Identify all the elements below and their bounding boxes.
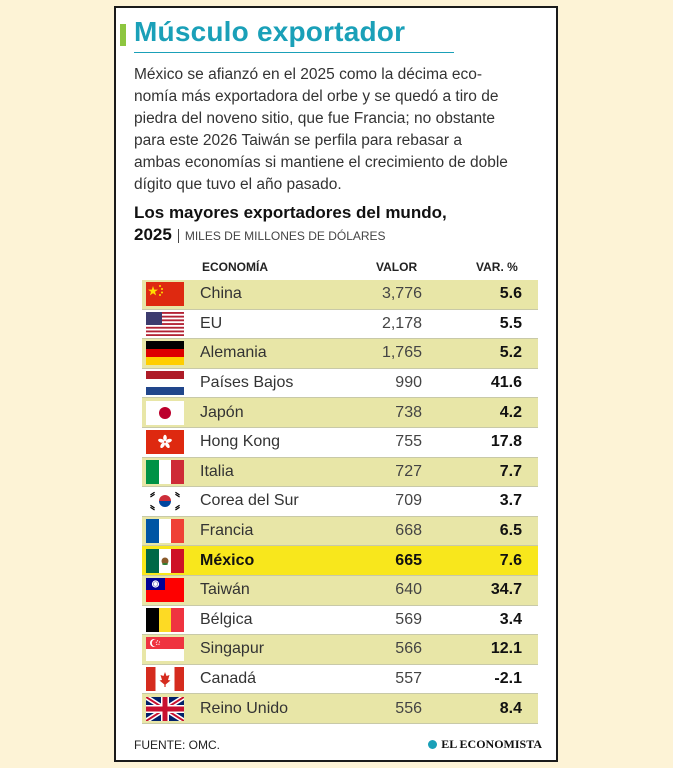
economy-name: China <box>200 285 242 303</box>
variation-percent: 41.6 <box>490 374 522 392</box>
table-row: Alemania 1,765 5.2 <box>142 339 538 369</box>
intro-line: ambas economías si mantiene el crecimien… <box>134 154 508 171</box>
export-value: 668 <box>395 522 422 540</box>
hongkong-flag-icon <box>146 430 184 455</box>
table-row: Hong Kong 755 17.8 <box>142 428 538 458</box>
brand-name: EL ECONOMISTA <box>441 737 542 751</box>
export-value: 1,765 <box>381 344 422 362</box>
export-value: 640 <box>395 581 422 599</box>
table-row: Singapur 566 12.1 <box>142 635 538 665</box>
export-value: 566 <box>395 640 422 658</box>
variation-percent: 6.5 <box>499 522 522 540</box>
economy-name: México <box>200 551 255 569</box>
japan-flag-icon <box>146 400 184 425</box>
export-value: 990 <box>395 374 422 392</box>
table-row-highlighted: México 665 7.6 <box>142 546 538 576</box>
export-value: 556 <box>395 699 422 717</box>
france-flag-icon <box>146 519 184 544</box>
table-title-line: Los mayores exportadores del mundo, <box>134 203 447 222</box>
brand-mark-icon <box>428 740 438 749</box>
table-row: Canadá 557 -2.1 <box>142 665 538 695</box>
intro-line: dígito que tuvo el año pasado. <box>134 176 342 193</box>
table-row: Reino Unido 556 8.4 <box>142 694 538 724</box>
brand-logo: EL ECONOMISTA <box>428 737 542 752</box>
column-header-variation: VAR. % <box>476 260 518 274</box>
economy-name: Singapur <box>200 640 265 658</box>
source-note: FUENTE: OMC. <box>134 738 220 752</box>
exporters-table: China 3,776 5.6 EU 2,178 5.5 Alemania 1,765 5.2 P… <box>142 280 538 724</box>
table-row: Francia 668 6.5 <box>142 516 538 547</box>
canada-flag-icon <box>146 667 184 692</box>
economy-name: Países Bajos <box>200 374 294 392</box>
variation-percent: -2.1 <box>494 670 522 688</box>
variation-percent: 5.5 <box>499 314 522 332</box>
table-title-line: 2025 MILES DE MILLONES DE DÓLARES <box>134 224 447 247</box>
table-row: Bélgica 569 3.4 <box>142 606 538 636</box>
title-divider <box>134 52 454 53</box>
usa-flag-icon <box>146 311 184 336</box>
germany-flag-icon <box>146 341 184 366</box>
variation-percent: 3.4 <box>499 610 522 628</box>
uk-flag-icon <box>146 696 184 721</box>
economy-name: Alemania <box>200 344 267 362</box>
variation-percent: 34.7 <box>490 581 522 599</box>
intro-line: piedra del noveno sitio, que fue Francia… <box>134 110 496 127</box>
export-value: 755 <box>395 433 422 451</box>
table-row: Países Bajos 990 41.6 <box>142 369 538 399</box>
singapore-flag-icon <box>146 637 184 662</box>
export-value: 557 <box>395 670 422 688</box>
netherlands-flag-icon <box>146 371 184 396</box>
table-row: EU 2,178 5.5 <box>142 310 538 340</box>
table-row: Taiwán 640 34.7 <box>142 575 538 606</box>
export-value: 738 <box>395 403 422 421</box>
table-row: Italia 727 7.7 <box>142 457 538 488</box>
export-value: 2,178 <box>381 314 422 332</box>
table-year: 2025 <box>134 225 172 244</box>
variation-percent: 7.7 <box>499 462 522 480</box>
column-header-value: VALOR <box>376 260 418 274</box>
taiwan-flag-icon <box>146 578 184 603</box>
economy-name: Hong Kong <box>200 433 281 451</box>
intro-line: para este 2026 Taiwán se perfila para re… <box>134 132 463 149</box>
economy-name: Taiwán <box>200 581 250 599</box>
mexico-flag-icon <box>146 548 184 573</box>
export-value: 3,776 <box>381 285 422 303</box>
intro-line: nomía más exportadora del orbe y se qued… <box>134 88 499 105</box>
variation-percent: 4.2 <box>499 403 522 421</box>
variation-percent: 8.4 <box>499 699 522 717</box>
southkorea-flag-icon <box>146 489 184 514</box>
table-title: Los mayores exportadores del mundo, 2025… <box>134 202 447 247</box>
variation-percent: 5.2 <box>499 344 522 362</box>
export-value: 665 <box>395 551 422 569</box>
infographic-card: Músculo exportador México se afianzó en … <box>114 6 558 762</box>
economy-name: Francia <box>200 522 254 540</box>
variation-percent: 17.8 <box>490 433 522 451</box>
variation-percent: 7.6 <box>499 551 522 569</box>
table-row: Japón 738 4.2 <box>142 398 538 428</box>
economy-name: Italia <box>200 462 234 480</box>
table-row: Corea del Sur 709 3.7 <box>142 487 538 517</box>
column-header-economy: ECONOMÍA <box>202 260 268 274</box>
economy-name: Japón <box>200 403 244 421</box>
intro-line: México se afianzó en el 2025 como la déc… <box>134 66 483 83</box>
export-value: 709 <box>395 492 422 510</box>
belgium-flag-icon <box>146 607 184 632</box>
economy-name: Reino Unido <box>200 699 289 717</box>
variation-percent: 5.6 <box>499 285 522 303</box>
variation-percent: 12.1 <box>490 640 522 658</box>
china-flag-icon <box>146 282 184 307</box>
infographic-title: Músculo exportador <box>134 16 406 47</box>
economy-name: Bélgica <box>200 610 253 628</box>
economy-name: Canadá <box>200 670 257 688</box>
variation-percent: 3.7 <box>499 492 522 510</box>
title-accent-bar <box>120 24 126 46</box>
intro-paragraph: México se afianzó en el 2025 como la déc… <box>134 64 534 196</box>
table-units: MILES DE MILLONES DE DÓLARES <box>177 229 386 243</box>
export-value: 569 <box>395 610 422 628</box>
table-row: China 3,776 5.6 <box>142 280 538 310</box>
export-value: 727 <box>395 462 422 480</box>
italy-flag-icon <box>146 459 184 484</box>
economy-name: EU <box>200 314 223 332</box>
economy-name: Corea del Sur <box>200 492 299 510</box>
